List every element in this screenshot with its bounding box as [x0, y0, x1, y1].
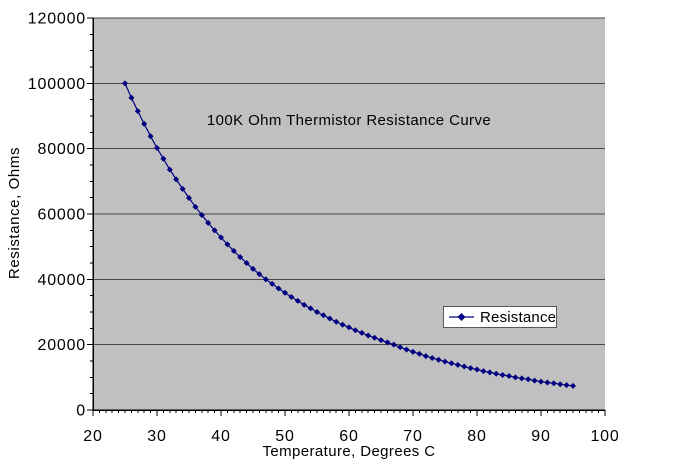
data-point-marker: [358, 329, 365, 336]
y-tick-label: 60000: [38, 207, 87, 224]
data-point-marker: [288, 293, 295, 300]
data-point-marker: [563, 382, 570, 389]
data-point-marker: [224, 241, 231, 248]
data-point-marker: [211, 227, 218, 234]
data-point-marker: [474, 366, 480, 373]
data-point-marker: [525, 376, 532, 383]
data-point-marker: [198, 211, 205, 218]
data-point-marker: [486, 369, 493, 376]
data-point-marker: [128, 94, 135, 101]
data-point-marker: [365, 332, 372, 339]
data-point-marker: [435, 356, 442, 363]
chart-title: 100K Ohm Thermistor Resistance Curve: [206, 112, 492, 129]
data-point-marker: [512, 374, 519, 381]
x-tick-label: 100: [590, 428, 619, 445]
data-point-marker: [339, 321, 346, 328]
x-tick-label: 50: [275, 428, 294, 445]
data-point-marker: [179, 185, 186, 192]
data-point-marker: [416, 350, 423, 357]
data-point-marker: [230, 247, 237, 254]
data-point-marker: [307, 305, 314, 312]
data-point-marker: [147, 133, 154, 140]
data-point-marker: [256, 271, 263, 278]
data-point-marker: [314, 309, 320, 315]
x-tick-label: 20: [83, 428, 102, 445]
data-point-marker: [422, 353, 429, 360]
legend-diamond-marker-icon: [449, 313, 474, 321]
data-point-marker: [410, 348, 416, 355]
data-point-marker: [454, 361, 461, 368]
legend-label: Resistance: [480, 308, 557, 326]
data-point-marker: [538, 378, 544, 385]
data-point-marker: [218, 234, 224, 241]
x-tick-label: 60: [339, 428, 358, 445]
data-point-marker: [326, 315, 333, 322]
y-tick-label: 80000: [38, 141, 87, 158]
data-point-marker: [346, 324, 352, 331]
data-point-marker: [154, 145, 160, 152]
x-tick-label: 40: [211, 428, 230, 445]
data-point-marker: [461, 363, 468, 370]
data-point-marker: [160, 155, 167, 162]
y-tick-label: 100000: [28, 76, 86, 93]
data-point-marker: [186, 194, 192, 201]
data-point-marker: [442, 358, 448, 365]
y-axis-title: Resistance, Ohms: [6, 146, 23, 280]
data-point-marker: [237, 254, 244, 261]
x-tick-label: 80: [467, 428, 486, 445]
data-point-marker: [282, 289, 288, 296]
data-point-marker: [275, 285, 282, 292]
data-point-marker: [205, 219, 212, 226]
y-tick-label: 20000: [38, 337, 87, 354]
data-point-marker: [122, 80, 128, 87]
y-tick-label: 0: [76, 403, 86, 420]
y-tick-label: 120000: [28, 11, 86, 28]
data-point-marker: [301, 301, 308, 308]
data-point-marker: [550, 380, 557, 387]
data-point-marker: [499, 372, 506, 379]
data-point-marker: [269, 280, 276, 287]
data-point-marker: [570, 382, 576, 389]
x-tick-label: 30: [147, 428, 166, 445]
y-tick-label: 40000: [38, 272, 87, 289]
data-point-marker: [390, 341, 397, 348]
data-point-marker: [173, 176, 180, 183]
data-point-marker: [134, 108, 141, 115]
data-point-marker: [192, 203, 199, 210]
data-point-marker: [262, 276, 269, 283]
data-point-marker: [397, 344, 404, 351]
data-point-marker: [141, 120, 148, 127]
data-point-marker: [352, 327, 359, 334]
data-point-marker: [166, 166, 173, 173]
data-point-marker: [506, 373, 512, 380]
data-point-marker: [371, 334, 378, 341]
data-point-marker: [531, 377, 538, 384]
data-point-marker: [480, 368, 487, 375]
data-point-marker: [493, 370, 500, 377]
data-point-marker: [294, 297, 301, 304]
x-tick-label: 70: [403, 428, 422, 445]
x-axis-title: Temperature, Degrees C: [262, 443, 436, 460]
data-point-marker: [384, 339, 391, 346]
data-point-marker: [320, 312, 327, 319]
data-point-marker: [243, 260, 250, 266]
data-point-marker: [544, 379, 551, 386]
data-point-marker: [403, 346, 410, 353]
legend: Resistance: [443, 306, 557, 328]
data-point-marker: [518, 375, 525, 382]
data-point-marker: [333, 318, 340, 325]
data-point-marker: [250, 265, 256, 272]
data-point-marker: [557, 381, 564, 388]
data-point-marker: [467, 365, 474, 372]
data-point-marker: [448, 360, 455, 367]
x-tick-label: 90: [531, 428, 550, 445]
data-point-marker: [378, 337, 384, 344]
data-point-marker: [429, 355, 436, 362]
